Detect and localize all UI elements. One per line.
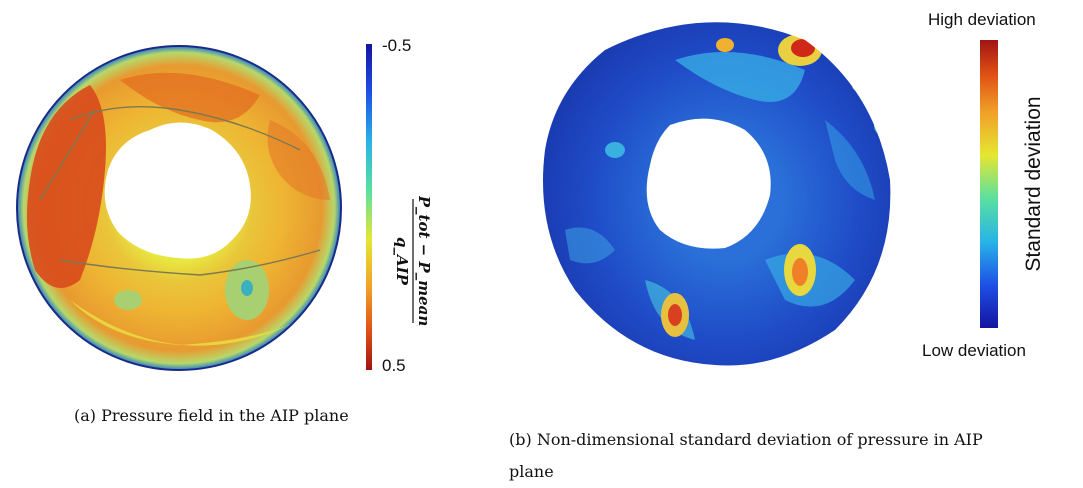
colorbar-top-label: -0.5 xyxy=(382,36,412,55)
colorbar-high-label: High deviation xyxy=(928,10,1036,29)
figure-b-panel: High deviation Low deviation Standard de… xyxy=(480,0,1083,488)
colorbar-title: (P_tot − P_mean) q_AIP xyxy=(393,196,433,326)
colorbar-title: Standard deviation xyxy=(1022,96,1045,272)
figure-b-caption-line1: (b) Non-dimensional standard deviation o… xyxy=(509,430,983,449)
figure-a-panel: -0.5 0.5 (P_tot − P_mean) q_AIP (a) Pres… xyxy=(0,0,480,488)
std-colorbar xyxy=(980,40,998,328)
std-deviation-ring xyxy=(535,0,915,400)
figure-b-caption-line2: plane xyxy=(509,462,554,481)
colorbar-title-numerator: (P_tot − P_mean) xyxy=(415,196,433,326)
colorbar-title-denominator: q_AIP xyxy=(393,237,411,286)
colorbar-low-label: Low deviation xyxy=(922,341,1026,360)
colorbar-bottom-label: 0.5 xyxy=(382,356,406,375)
pressure-colorbar xyxy=(366,44,372,370)
figure-a-caption: (a) Pressure field in the AIP plane xyxy=(74,406,349,425)
pressure-field-ring xyxy=(16,45,342,371)
